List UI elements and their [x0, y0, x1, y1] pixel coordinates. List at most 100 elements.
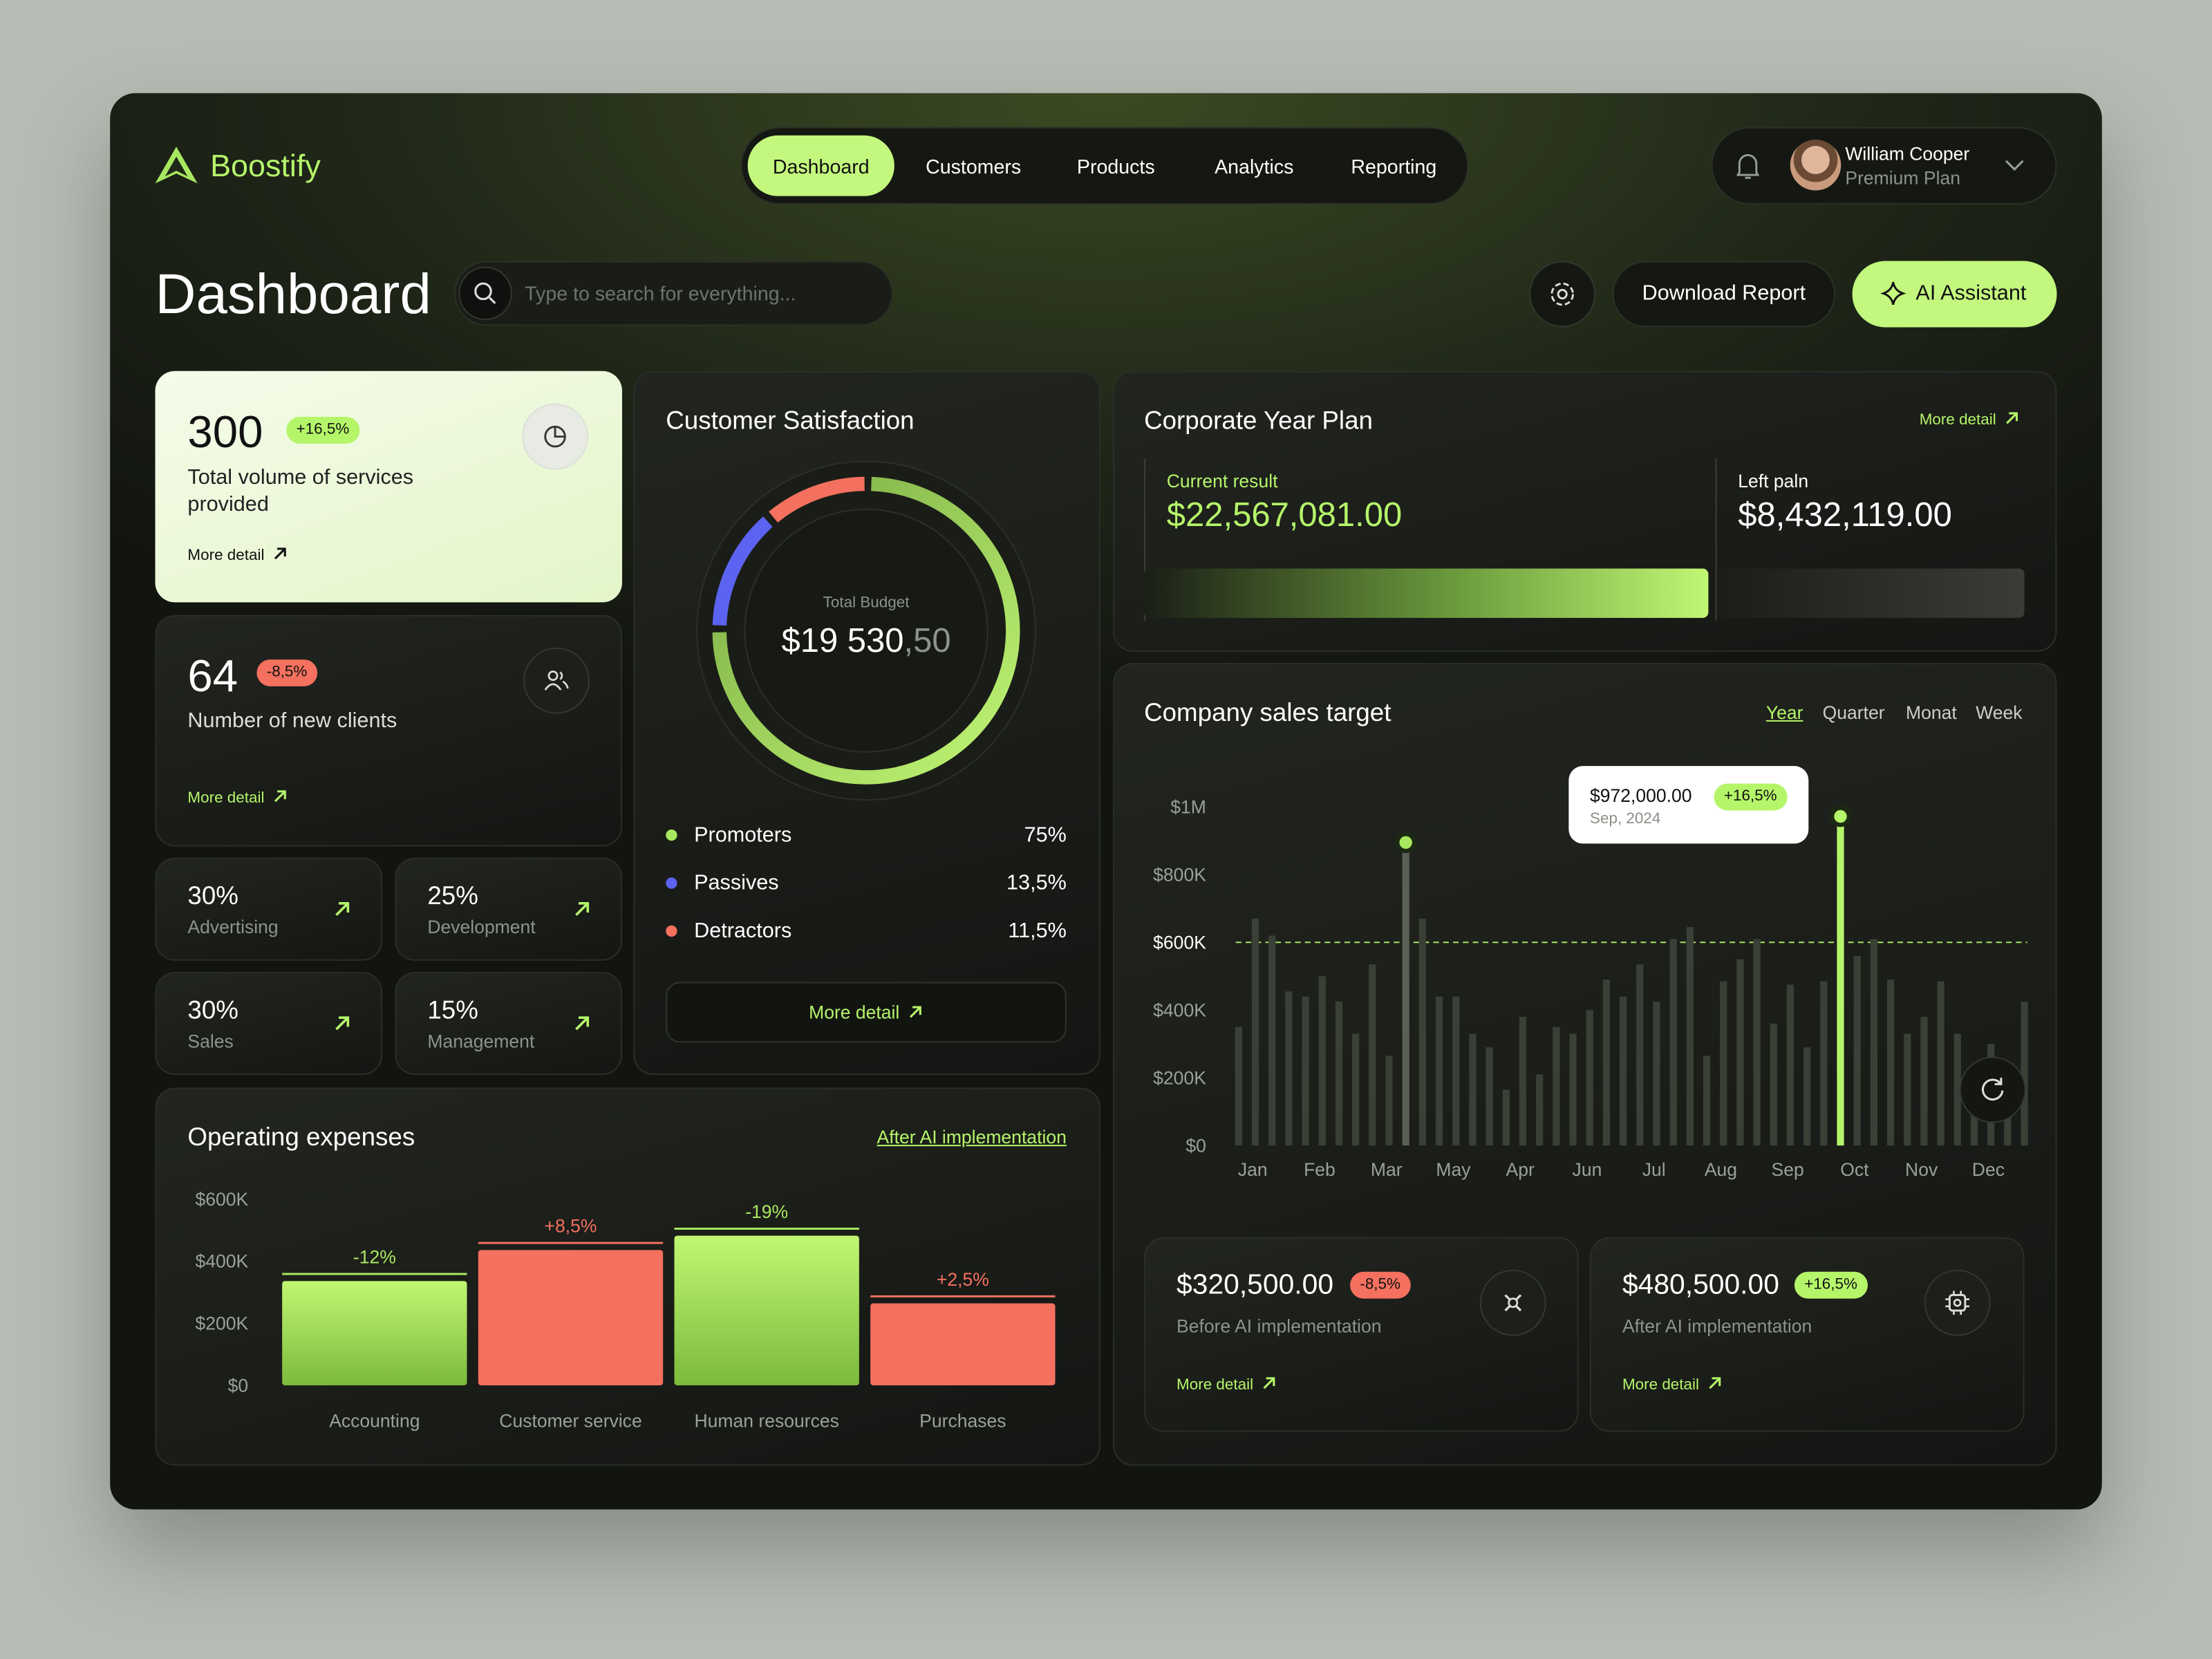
bar — [1720, 981, 1727, 1146]
bar — [1385, 1056, 1393, 1146]
refresh-icon — [1981, 1078, 2004, 1101]
ai-label: AI Assistant — [1915, 281, 2027, 306]
x-tick-label: Feb — [1304, 1159, 1335, 1181]
y-tick-label: $0 — [1185, 1134, 1206, 1156]
download-button[interactable] — [1612, 261, 1836, 328]
mini-card — [395, 972, 622, 1076]
card-title: Company sales target — [1144, 698, 1391, 727]
donut-cents: ,50 — [903, 621, 951, 661]
bar — [1636, 964, 1644, 1146]
mini-arrow[interactable] — [573, 900, 592, 919]
left-value: $8,432,119.00 — [1738, 496, 1952, 535]
period-tab[interactable]: Year — [1765, 702, 1803, 723]
mini-value: 30% — [187, 881, 238, 910]
avatar — [1790, 140, 1841, 191]
more-detail-button[interactable] — [666, 982, 1067, 1043]
bar — [1870, 939, 1878, 1146]
bar — [1803, 1047, 1811, 1146]
ai-label: After AI implementation — [1622, 1315, 1812, 1337]
ai-link[interactable]: After AI implementation — [877, 1126, 1067, 1148]
mini-value: 15% — [427, 995, 478, 1024]
link-text: More detail — [187, 789, 265, 807]
card-title: Operating expenses — [187, 1123, 415, 1152]
donut-inner — [744, 508, 988, 753]
card-title: Corporate Year Plan — [1144, 406, 1373, 435]
arrow — [908, 1004, 924, 1023]
link-text: More detail — [809, 1001, 900, 1023]
link-text: More detail — [187, 547, 265, 565]
mini-arrow[interactable] — [573, 1014, 592, 1033]
mini-arrow[interactable] — [333, 1014, 352, 1033]
mini-label: Management — [427, 1030, 535, 1052]
x-tick-label: Jan — [1237, 1159, 1268, 1181]
arrow-icon — [274, 547, 287, 560]
period-tab[interactable]: Week — [1976, 702, 2023, 723]
nav-item[interactable]: Customers — [926, 155, 1022, 178]
arrow-icon — [910, 1006, 922, 1018]
bar-marker — [1830, 805, 1851, 827]
legend-name: Promoters — [694, 823, 792, 847]
more-detail[interactable]: More detail — [1622, 1376, 1723, 1396]
bar — [1886, 980, 1895, 1146]
bar — [674, 1235, 859, 1386]
nav-item[interactable]: Products — [1076, 155, 1155, 178]
bar — [1469, 1033, 1477, 1146]
more-detail[interactable]: More detail — [187, 789, 288, 809]
current-label: Current result — [1166, 470, 1278, 492]
bar — [1251, 918, 1259, 1146]
y-tick-label: $400K — [195, 1250, 249, 1272]
chevron[interactable] — [2005, 158, 2025, 172]
search-box[interactable] — [454, 261, 893, 326]
divider — [1715, 458, 1717, 621]
more-detail[interactable]: More detail — [1920, 411, 2021, 431]
settings-button[interactable] — [1529, 261, 1596, 328]
more-detail[interactable]: More detail — [187, 546, 288, 566]
stat-value: 300 — [187, 406, 263, 458]
mini-card — [395, 857, 622, 961]
y-tick-label: $0 — [227, 1374, 249, 1396]
bar — [1653, 1001, 1660, 1146]
period-tab[interactable]: Monat — [1905, 702, 1957, 723]
user-menu[interactable] — [1711, 126, 2057, 205]
mini-value: 30% — [187, 995, 238, 1024]
mini-arrow[interactable] — [333, 900, 352, 919]
arrow-icon — [1264, 1377, 1276, 1389]
bar — [478, 1250, 664, 1386]
search-icon — [474, 282, 496, 304]
arrow-icon — [335, 1016, 350, 1031]
more-detail[interactable]: More detail — [1177, 1376, 1277, 1396]
y-tick-label: $1M — [1170, 796, 1206, 818]
search-placeholder: Type to search for everything... — [525, 282, 796, 305]
bar — [870, 1303, 1056, 1386]
x-tick-label: Human resources — [694, 1409, 839, 1432]
stat-label: Total volume of services provided — [187, 465, 414, 516]
refresh-button[interactable] — [1959, 1056, 2026, 1123]
divider — [1144, 458, 1146, 621]
mini-label: Sales — [187, 1030, 234, 1052]
bar — [1686, 927, 1694, 1146]
x-tick-label: Purchases — [919, 1409, 1006, 1432]
bar — [1485, 1047, 1493, 1146]
more-detail[interactable]: More detail — [809, 1003, 924, 1023]
user-name: William Cooper — [1845, 143, 1970, 165]
link-text: More detail — [1919, 411, 1996, 429]
arrow — [273, 546, 288, 566]
y-tick-label: $400K — [1153, 999, 1206, 1021]
bar — [1920, 1017, 1928, 1146]
y-tick-label: $200K — [195, 1312, 249, 1334]
period-tab[interactable]: Quarter — [1822, 702, 1885, 723]
bar — [1318, 976, 1326, 1146]
nav-item[interactable]: Analytics — [1215, 155, 1294, 178]
bell-icon[interactable] — [1735, 152, 1761, 180]
bar — [1536, 1074, 1544, 1146]
bar — [1452, 996, 1460, 1146]
mini-card — [155, 972, 383, 1076]
bar — [1820, 981, 1828, 1146]
tooltip-change: +16,5% — [1714, 783, 1787, 811]
mini-value: 25% — [427, 881, 478, 910]
nav-item[interactable]: Dashboard — [772, 155, 870, 178]
y-tick-label: $600K — [195, 1188, 249, 1210]
nav-item[interactable]: Reporting — [1351, 155, 1437, 178]
user-plan: Premium Plan — [1845, 167, 1961, 189]
